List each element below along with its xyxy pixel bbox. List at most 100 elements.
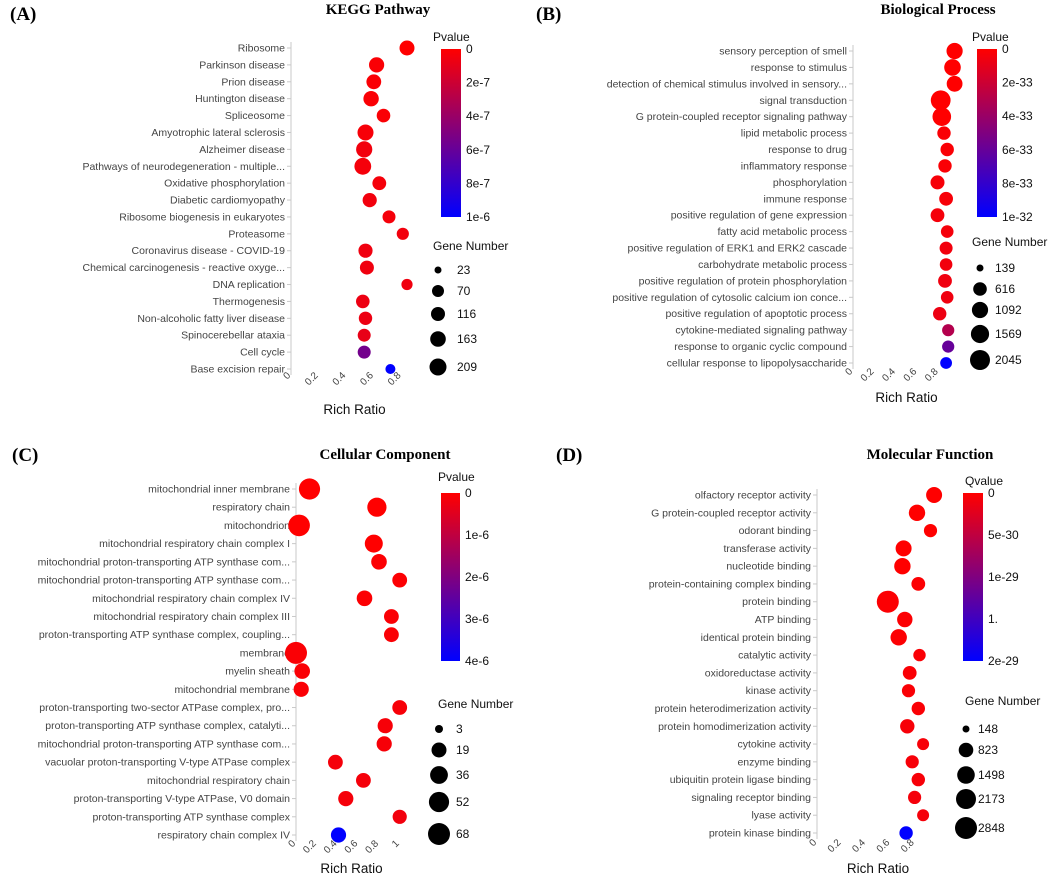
color-tick-label: 2e-33: [1002, 76, 1033, 90]
x-tick-label: 0.8: [364, 838, 382, 856]
data-point: [396, 227, 409, 240]
category-label: Coronavirus disease - COVID-19: [132, 245, 286, 257]
panel-3: (C) Cellular Component mitochondrial inner…: [12, 445, 513, 876]
size-legend-dot: [956, 789, 976, 809]
category-label: response to organic cyclic compound: [674, 341, 847, 353]
data-point: [923, 524, 938, 538]
data-point: [401, 278, 413, 291]
data-point: [328, 754, 343, 770]
color-tick-label: 4e-7: [466, 109, 490, 123]
x-tick-label: 1: [390, 838, 402, 850]
data-point: [294, 663, 311, 679]
data-point: [930, 90, 951, 111]
category-label: lyase activity: [751, 810, 811, 822]
x-tick-label: 0.8: [899, 837, 917, 855]
data-point: [930, 208, 945, 223]
x-tick-label: 0: [281, 370, 293, 382]
data-point: [366, 74, 382, 90]
data-point: [946, 75, 963, 92]
size-legend-label: 19: [456, 743, 470, 757]
data-point: [330, 827, 347, 843]
category-label: mitochondrial membrane: [174, 684, 290, 696]
color-tick-label: 2e-7: [466, 76, 490, 90]
x-axis-title: Rich Ratio: [875, 390, 937, 405]
x-tick-label: 0.2: [303, 370, 321, 388]
data-point: [356, 590, 373, 607]
category-label: Parkinson disease: [199, 59, 285, 71]
data-point: [338, 791, 354, 807]
data-point: [367, 497, 387, 517]
data-point: [364, 534, 383, 553]
category-label: oxidoreductase activity: [705, 667, 812, 679]
size-legend-dot: [428, 791, 450, 813]
category-label: odorant binding: [739, 525, 812, 537]
x-tick-label: 0.4: [850, 837, 868, 855]
size-legend-dot: [971, 301, 989, 319]
size-legend-label: 68: [456, 827, 470, 841]
category-label: G protein-coupled receptor activity: [651, 507, 812, 519]
color-tick-label: 4e-33: [1002, 109, 1033, 123]
size-legend-dot: [429, 358, 447, 376]
category-label: cytokine activity: [737, 739, 811, 751]
category-label: proton-transporting V-type ATPase, V0 do…: [74, 793, 291, 805]
data-point: [358, 243, 373, 258]
category-label: protein binding: [742, 596, 811, 608]
color-tick-label: 1e-29: [988, 570, 1019, 584]
category-label: Chemical carcinogenesis - reactive oxyge…: [82, 262, 285, 274]
size-legend-dot: [957, 766, 975, 784]
data-point: [917, 809, 930, 822]
size-legend-label: 52: [456, 795, 470, 809]
category-label: enzyme binding: [737, 756, 811, 768]
category-label: cellular response to lipopolysaccharide: [667, 358, 848, 370]
data-point: [899, 826, 913, 840]
x-tick-label: 0.2: [826, 837, 844, 855]
category-label: Proteasome: [228, 228, 285, 240]
data-point: [944, 59, 961, 76]
category-label: signal transduction: [759, 95, 847, 107]
data-point: [926, 487, 943, 503]
data-point: [908, 790, 922, 805]
x-tick-label: 0.8: [923, 366, 941, 384]
category-label: Thermogenesis: [213, 296, 285, 308]
size-legend-dot: [430, 331, 446, 347]
data-point: [359, 260, 374, 275]
panel-2: (B) Biological Process sensory perception …: [536, 2, 1047, 405]
data-point: [876, 590, 899, 613]
size-legend-label: 36: [456, 768, 470, 782]
data-point: [938, 159, 952, 173]
panel-letter: (C): [12, 445, 38, 466]
size-legend-label: 139: [995, 261, 1015, 275]
color-tick-label: 5e-30: [988, 528, 1019, 542]
category-label: ATP binding: [755, 614, 811, 626]
data-point: [939, 241, 953, 255]
category-label: catalytic activity: [738, 650, 812, 662]
data-point: [356, 294, 370, 309]
color-bar: [977, 49, 997, 217]
data-point: [382, 210, 396, 224]
color-tick-label: 0: [1002, 42, 1009, 56]
category-label: Spliceosome: [225, 110, 285, 122]
category-label: mitochondrial respiratory chain complex …: [99, 538, 290, 550]
size-legend-dot: [976, 264, 984, 272]
data-point: [901, 684, 916, 698]
data-point: [392, 809, 407, 824]
data-point: [384, 609, 399, 624]
data-point: [932, 107, 952, 126]
data-point: [902, 666, 917, 680]
color-tick-label: 0: [988, 486, 995, 500]
data-point: [354, 157, 372, 175]
size-legend-label: 1498: [978, 768, 1005, 782]
size-legend-label: 823: [978, 743, 998, 757]
category-label: mitochondrial proton-transporting ATP sy…: [38, 738, 290, 750]
size-legend-dot: [428, 823, 450, 845]
color-tick-label: 6e-33: [1002, 143, 1033, 157]
category-label: cytokine-mediated signaling pathway: [675, 325, 847, 337]
category-label: carbohydrate metabolic process: [698, 259, 847, 271]
color-tick-label: 0: [466, 42, 473, 56]
category-label: nucleotide binding: [726, 561, 811, 573]
data-point: [356, 773, 371, 788]
category-label: Ribosome: [238, 43, 285, 55]
category-label: Ribosome biogenesis in eukaryotes: [119, 211, 285, 223]
color-tick-label: 3e-6: [465, 612, 489, 626]
category-label: proton-transporting ATP synthase complex: [93, 811, 291, 823]
